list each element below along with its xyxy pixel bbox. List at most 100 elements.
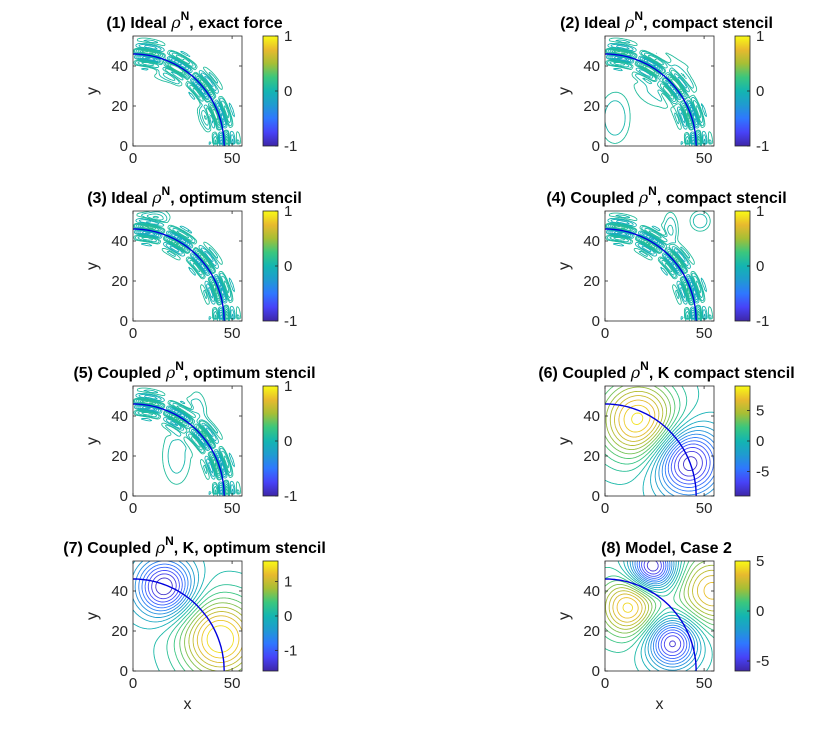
colorbar-tick-label: 1 (756, 203, 764, 220)
contour-level (642, 411, 714, 496)
colorbar-tick-label: 0 (756, 258, 764, 275)
contour-level (133, 561, 195, 618)
y-tick-label: 40 (583, 408, 600, 425)
plot-area (605, 36, 714, 146)
contour-level (670, 443, 711, 485)
interface-curve (133, 228, 225, 321)
contour-level (147, 569, 180, 603)
x-tick-label: 50 (696, 325, 713, 342)
y-tick-label: 20 (111, 98, 128, 115)
contour-level (141, 50, 229, 144)
contour-level (133, 561, 206, 630)
contour-level (605, 386, 688, 472)
contour-level (605, 386, 681, 465)
colorbar-tick-label: 1 (284, 574, 292, 591)
interface-curve (605, 578, 697, 671)
contour-level (133, 561, 200, 623)
contour-level (677, 450, 703, 477)
x-tick-label: 0 (129, 675, 137, 692)
colorbar-tick-label: 1 (284, 203, 292, 220)
contour-level (201, 619, 240, 659)
y-tick-label: 40 (111, 58, 128, 75)
colorbar-tick-label: 0 (756, 433, 764, 450)
colorbar-tick-label: 5 (756, 402, 764, 419)
colorbar-tick-label: -1 (284, 642, 297, 659)
y-axis-label: y (84, 612, 101, 620)
y-tick-label: 40 (111, 233, 128, 250)
subplot-1: 0 50 0 20 40 y (1) Ideal ρN, exact force -1 0 1 (84, 9, 297, 167)
contour-level (605, 561, 714, 653)
contour-level (616, 582, 714, 619)
y-axis-label: y (84, 87, 101, 95)
x-tick-label: 0 (601, 675, 609, 692)
x-tick-label: 50 (696, 500, 713, 517)
contour-level (634, 561, 693, 665)
subplot-7: 0 50 0 20 40 y x (7) Coupled ρN, K, optimum ste… (63, 534, 326, 713)
x-tick-label: 50 (224, 675, 241, 692)
plot-area (133, 36, 242, 146)
x-axis-label: x (184, 696, 192, 713)
y-axis-label: y (556, 437, 573, 445)
x-tick-label: 0 (129, 500, 137, 517)
axes-frame (604, 560, 715, 672)
contour-level (626, 561, 702, 671)
contour-level (605, 561, 714, 634)
colorbar-tick-label: -1 (756, 313, 769, 330)
contour-level (605, 561, 714, 644)
subplot-title: (4) Coupled ρN, compact stencil (546, 184, 786, 207)
x-tick-label: 50 (224, 150, 241, 167)
contour-lines (605, 386, 714, 496)
y-tick-label: 20 (111, 448, 128, 465)
x-tick-label: 50 (224, 325, 241, 342)
contour-level (192, 611, 242, 668)
subplot-6: 0 50 0 20 40 y (6) Coupled ρN, K compact stenc… (538, 359, 794, 517)
x-tick-label: 50 (696, 150, 713, 167)
contour-level (605, 386, 676, 459)
contour-level (188, 606, 242, 671)
subplot-title: (3) Ideal ρN, optimum stencil (87, 184, 302, 207)
x-tick-label: 0 (129, 150, 137, 167)
contour-level (613, 50, 701, 144)
y-tick-label: 20 (583, 623, 600, 640)
contour-level (622, 602, 634, 613)
y-tick-label: 0 (592, 488, 600, 505)
contour-lines (605, 561, 714, 671)
colorbar-tick-label: -1 (756, 138, 769, 155)
y-tick-label: 40 (583, 583, 600, 600)
contour-level (173, 591, 242, 671)
contour-level (179, 597, 242, 671)
y-tick-label: 0 (120, 313, 128, 330)
colorbar-tick-label: 1 (756, 28, 764, 45)
y-tick-label: 40 (583, 233, 600, 250)
colorbar-tick-label: 0 (756, 603, 764, 620)
contour-level (654, 425, 714, 496)
colorbar-tick-label: 0 (284, 83, 292, 100)
contour-level (646, 561, 676, 648)
contour-level (650, 420, 714, 496)
y-axis-label: y (556, 87, 573, 95)
contour-level (605, 561, 714, 638)
colorbar-tick-label: 1 (284, 378, 292, 395)
y-tick-label: 20 (583, 448, 600, 465)
contour-level (141, 400, 229, 494)
colorbar-tick-label: 0 (284, 608, 292, 625)
axes-frame (132, 210, 243, 322)
contour-level (141, 563, 186, 609)
contour-level (153, 570, 242, 671)
contour-level (638, 561, 688, 660)
subplot-title: (5) Coupled ρN, optimum stencil (73, 359, 315, 382)
contour-level (612, 575, 714, 623)
interface-curve (605, 53, 697, 146)
colorbar-tick-label: -1 (284, 313, 297, 330)
y-axis-label: y (556, 612, 573, 620)
contour-level (658, 430, 714, 496)
x-tick-label: 0 (601, 150, 609, 167)
colorbar-tick-label: -1 (284, 488, 297, 505)
colorbar-tick-label: -5 (756, 464, 769, 481)
y-axis-label: y (84, 437, 101, 445)
colorbar-tick-label: -1 (284, 138, 297, 155)
subplot-title: (6) Coupled ρN, K compact stencil (538, 359, 794, 382)
subplot-title: (2) Ideal ρN, compact stencil (560, 9, 773, 32)
contour-level (618, 399, 656, 438)
